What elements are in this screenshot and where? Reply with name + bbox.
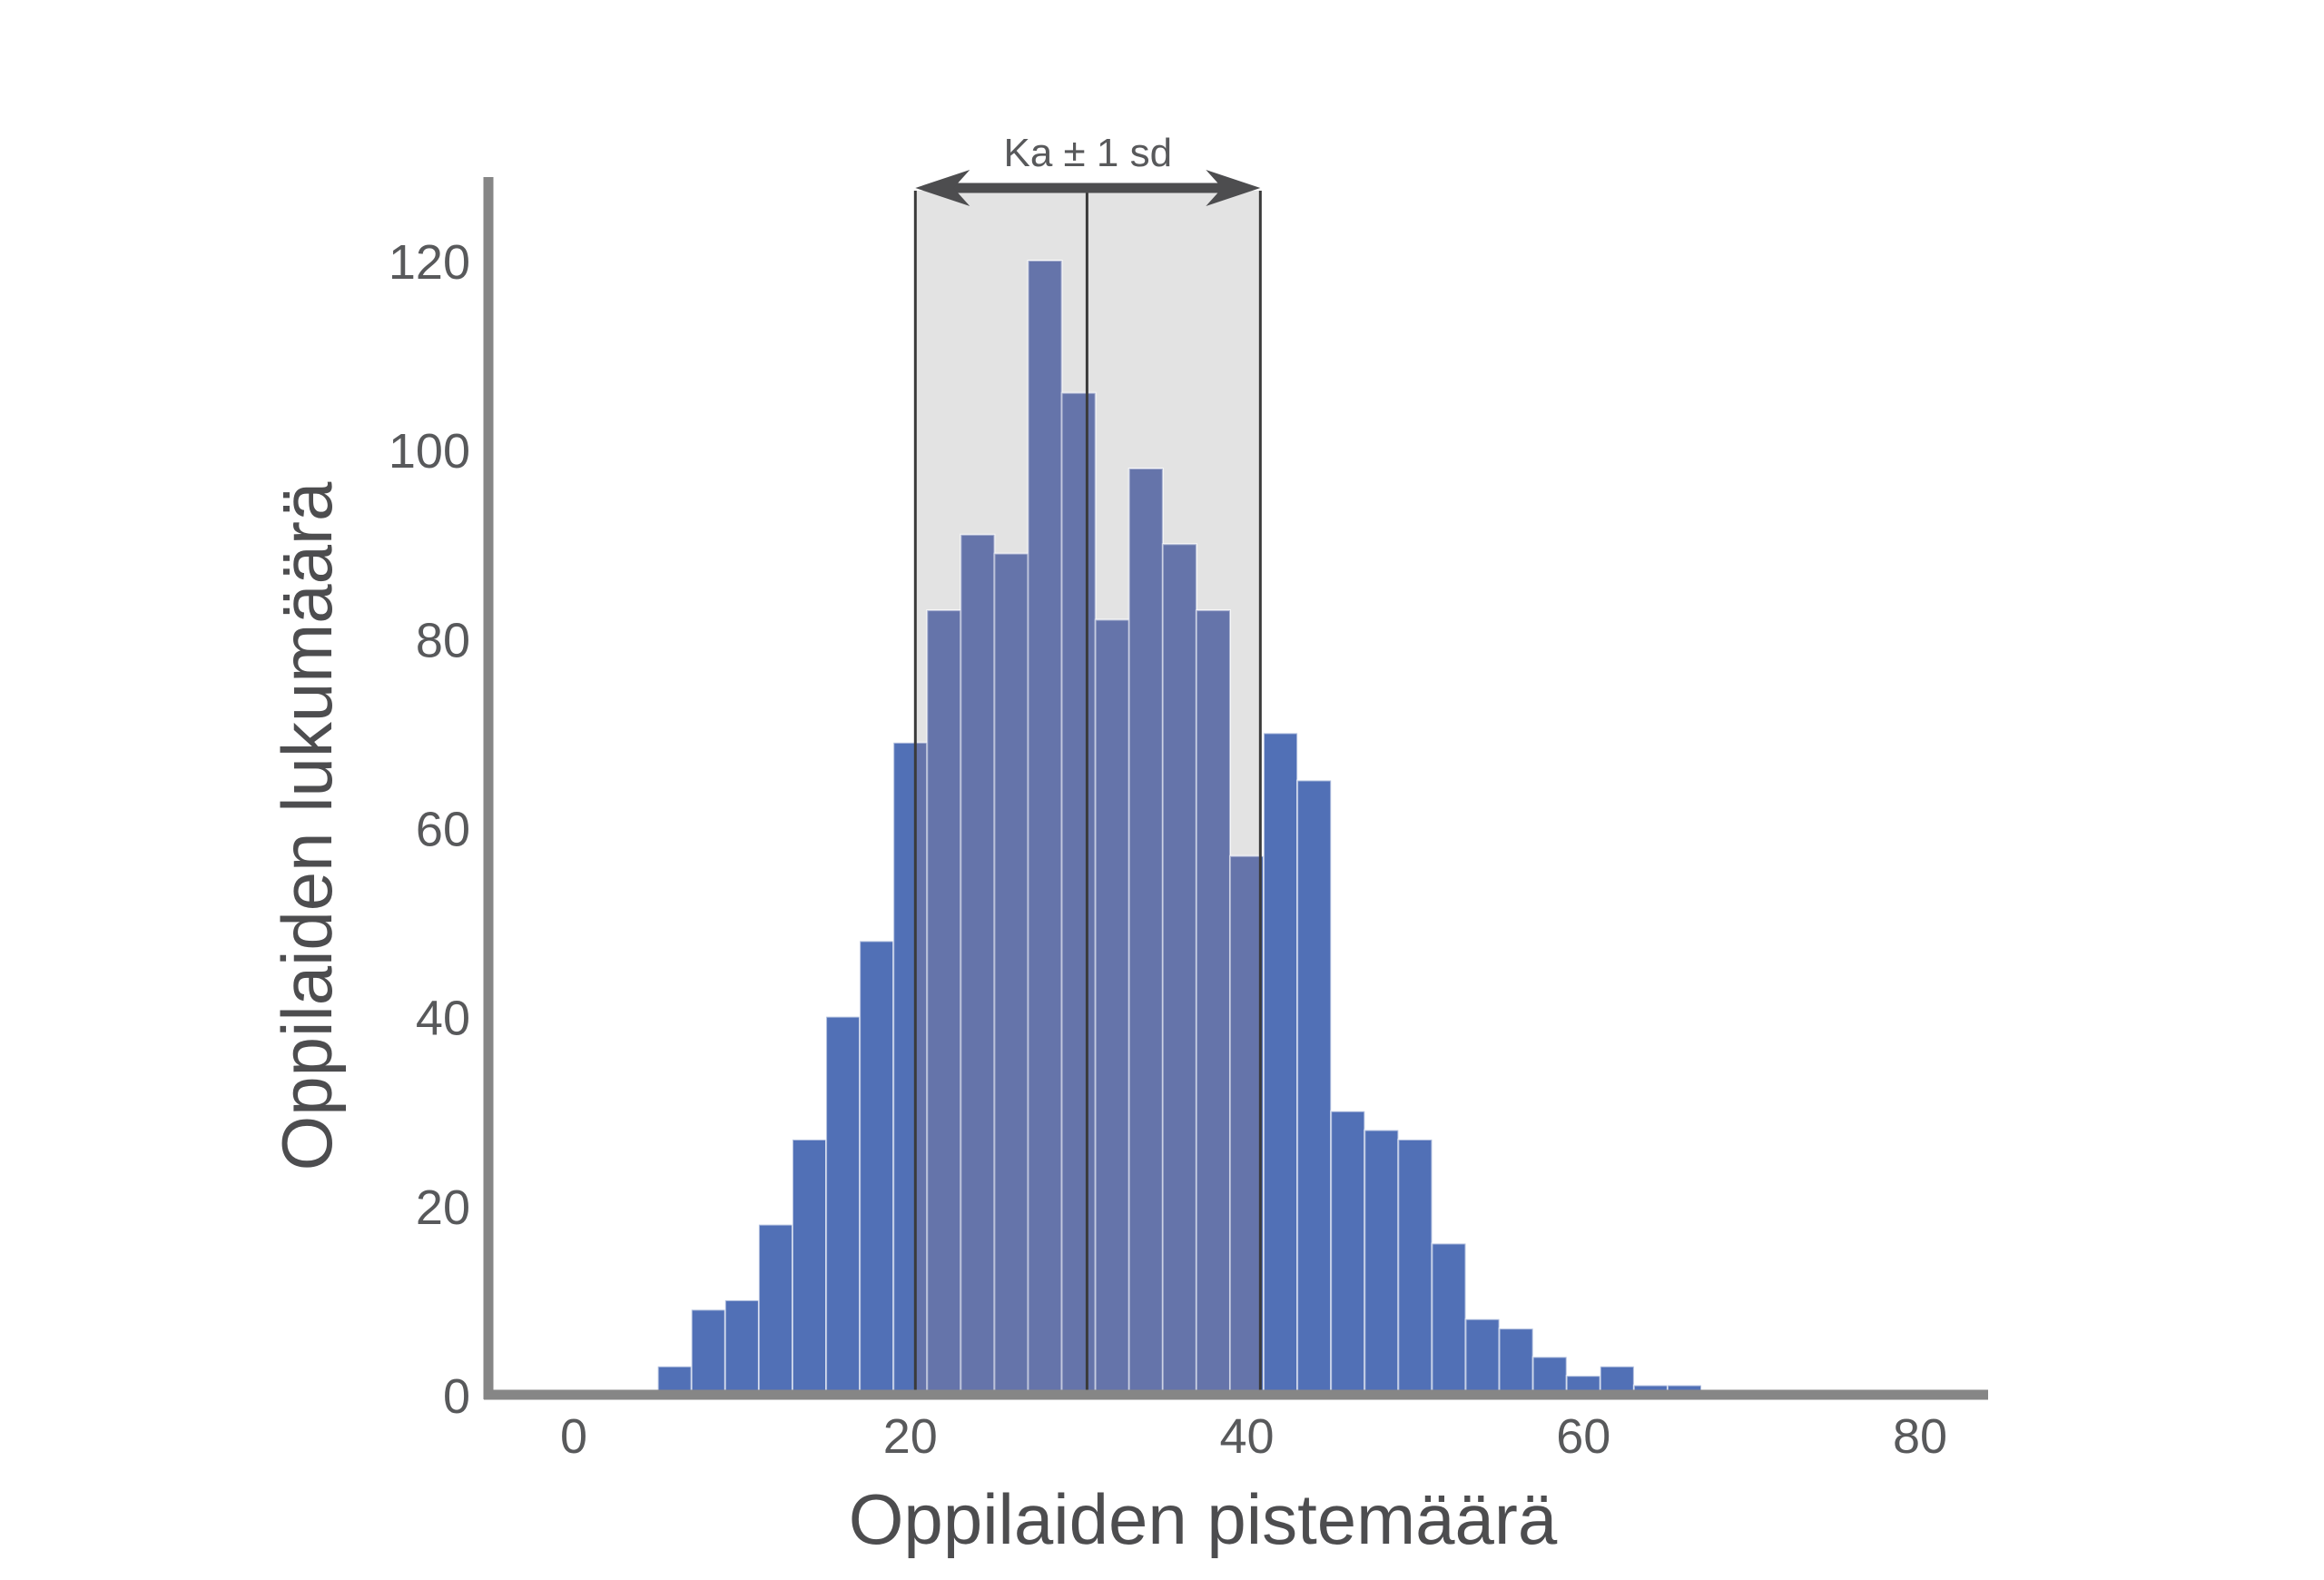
y-tick-label: 80 — [416, 613, 470, 667]
histogram-bar — [1498, 1328, 1534, 1397]
y-tick-label: 60 — [416, 803, 470, 857]
histogram-bar-in-band — [1027, 260, 1063, 1396]
x-tick-label: 60 — [1556, 1409, 1610, 1464]
histogram-bar — [1397, 1138, 1433, 1396]
histogram-bar — [1431, 1242, 1467, 1397]
histogram-bar — [1330, 1110, 1366, 1396]
histogram-bar — [791, 1138, 828, 1396]
y-tick-label: 40 — [416, 992, 470, 1046]
histogram-bar — [724, 1299, 760, 1396]
y-tick-label: 120 — [389, 235, 470, 290]
histogram-bar-in-band — [993, 552, 1029, 1396]
histogram-bar-in-band — [1094, 618, 1130, 1396]
histogram-bar-in-band — [1228, 854, 1261, 1396]
x-tick-label: 0 — [560, 1409, 587, 1464]
histogram-bar-in-band — [1161, 543, 1197, 1396]
histogram-bar-in-band — [960, 533, 996, 1396]
histogram-bar — [825, 1015, 862, 1396]
x-axis-title: Oppilaiden pistemäärä — [849, 1479, 1558, 1559]
histogram-bar — [757, 1223, 793, 1397]
histogram-bar-in-band — [926, 609, 962, 1396]
histogram-bar — [1364, 1129, 1400, 1396]
x-tick-label: 20 — [883, 1409, 938, 1464]
y-tick-label: 20 — [416, 1180, 470, 1235]
histogram-bar-in-band — [1060, 391, 1097, 1396]
y-tick-label: 0 — [443, 1369, 470, 1424]
histogram-bar — [1531, 1356, 1568, 1397]
histogram-bar-in-band — [1195, 609, 1231, 1396]
histogram-bar-in-band — [1128, 467, 1164, 1396]
y-axis-title: Oppilaiden lukumäärä — [267, 481, 347, 1170]
histogram-bar — [1263, 732, 1299, 1396]
sd-annotation-label: Ka ± 1 sd — [1004, 131, 1173, 175]
histogram-bar — [1296, 779, 1333, 1396]
y-tick-label: 100 — [389, 424, 470, 479]
sd-arrow-left-head — [915, 170, 970, 206]
histogram-bar — [859, 940, 895, 1397]
x-tick-label: 80 — [1893, 1409, 1947, 1464]
x-tick-label: 40 — [1219, 1409, 1274, 1464]
histogram-bar — [690, 1308, 726, 1396]
sd-arrow-right-head — [1206, 170, 1261, 206]
histogram-bar — [1464, 1318, 1501, 1396]
